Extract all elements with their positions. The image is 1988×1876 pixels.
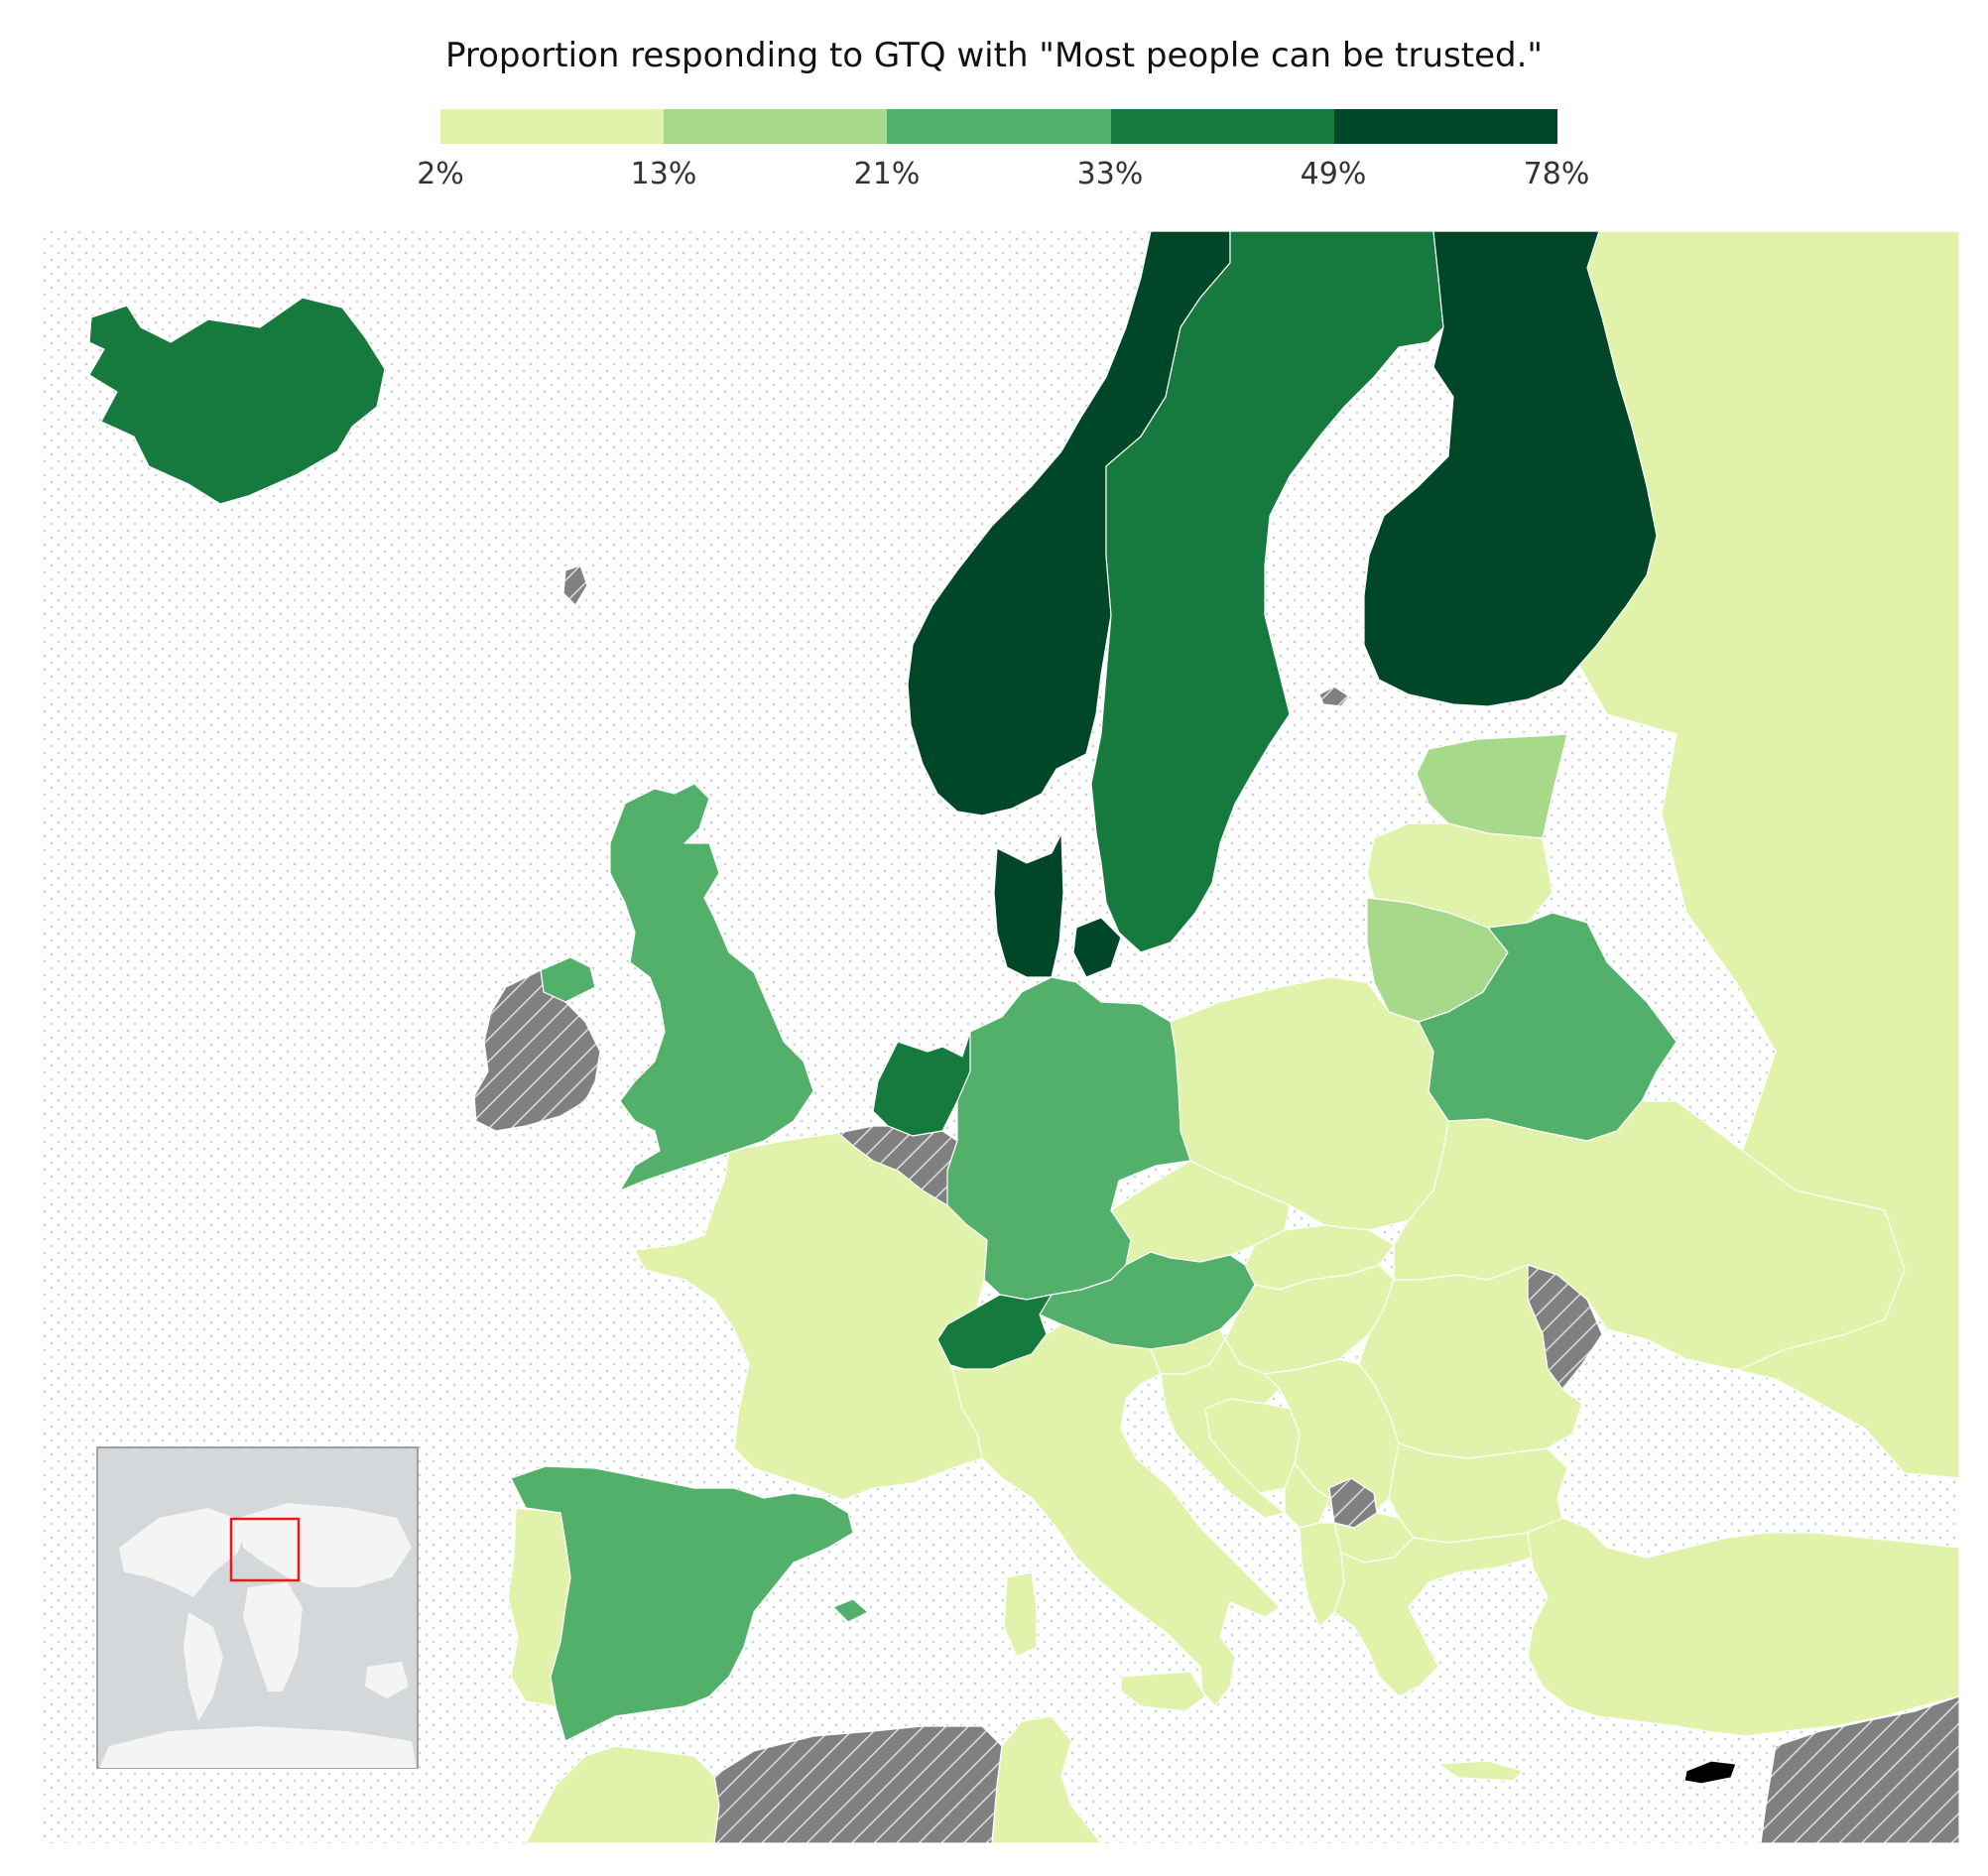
legend-tick: 49% [1300, 157, 1367, 191]
country-netherlands [872, 1031, 971, 1137]
inset-frame [97, 1447, 418, 1768]
legend-bin-4 [1110, 109, 1334, 144]
world-locator-inset [96, 1446, 419, 1769]
legend-bin-2 [664, 109, 888, 144]
country-syria [1760, 1695, 1959, 1843]
legend-tick: 78% [1523, 157, 1590, 191]
country-belgium [837, 1125, 958, 1206]
country-tunisia [991, 1715, 1102, 1843]
country-iceland [88, 297, 386, 505]
legend-tick: 33% [1076, 157, 1144, 191]
legend-bin-3 [887, 109, 1111, 144]
country-finland [1363, 231, 1658, 707]
country-sweden [1090, 231, 1444, 953]
map-title: Proportion responding to GTQ with "Most … [444, 36, 1544, 75]
country-serbia [1264, 1358, 1400, 1519]
country-faroe-islands [562, 564, 588, 606]
legend-tick: 21% [853, 157, 921, 191]
legend-tick-labels: 2% 13% 21% 33% 49% 78% [0, 157, 1988, 196]
legend-tick: 13% [630, 157, 697, 191]
country-ireland [473, 969, 601, 1132]
country-italy [951, 1323, 1281, 1712]
country-turkey [1527, 1517, 1959, 1737]
country-montenegro [1284, 1462, 1330, 1529]
country-greece [1333, 1532, 1534, 1782]
country-cyprus [1683, 1760, 1737, 1785]
country-portugal [507, 1507, 571, 1707]
country-aland [1318, 686, 1350, 707]
legend-tick: 2% [417, 157, 464, 191]
legend-bin-1 [440, 109, 665, 144]
color-legend [440, 109, 1558, 144]
country-denmark [993, 832, 1122, 978]
legend-bin-5 [1333, 109, 1558, 144]
